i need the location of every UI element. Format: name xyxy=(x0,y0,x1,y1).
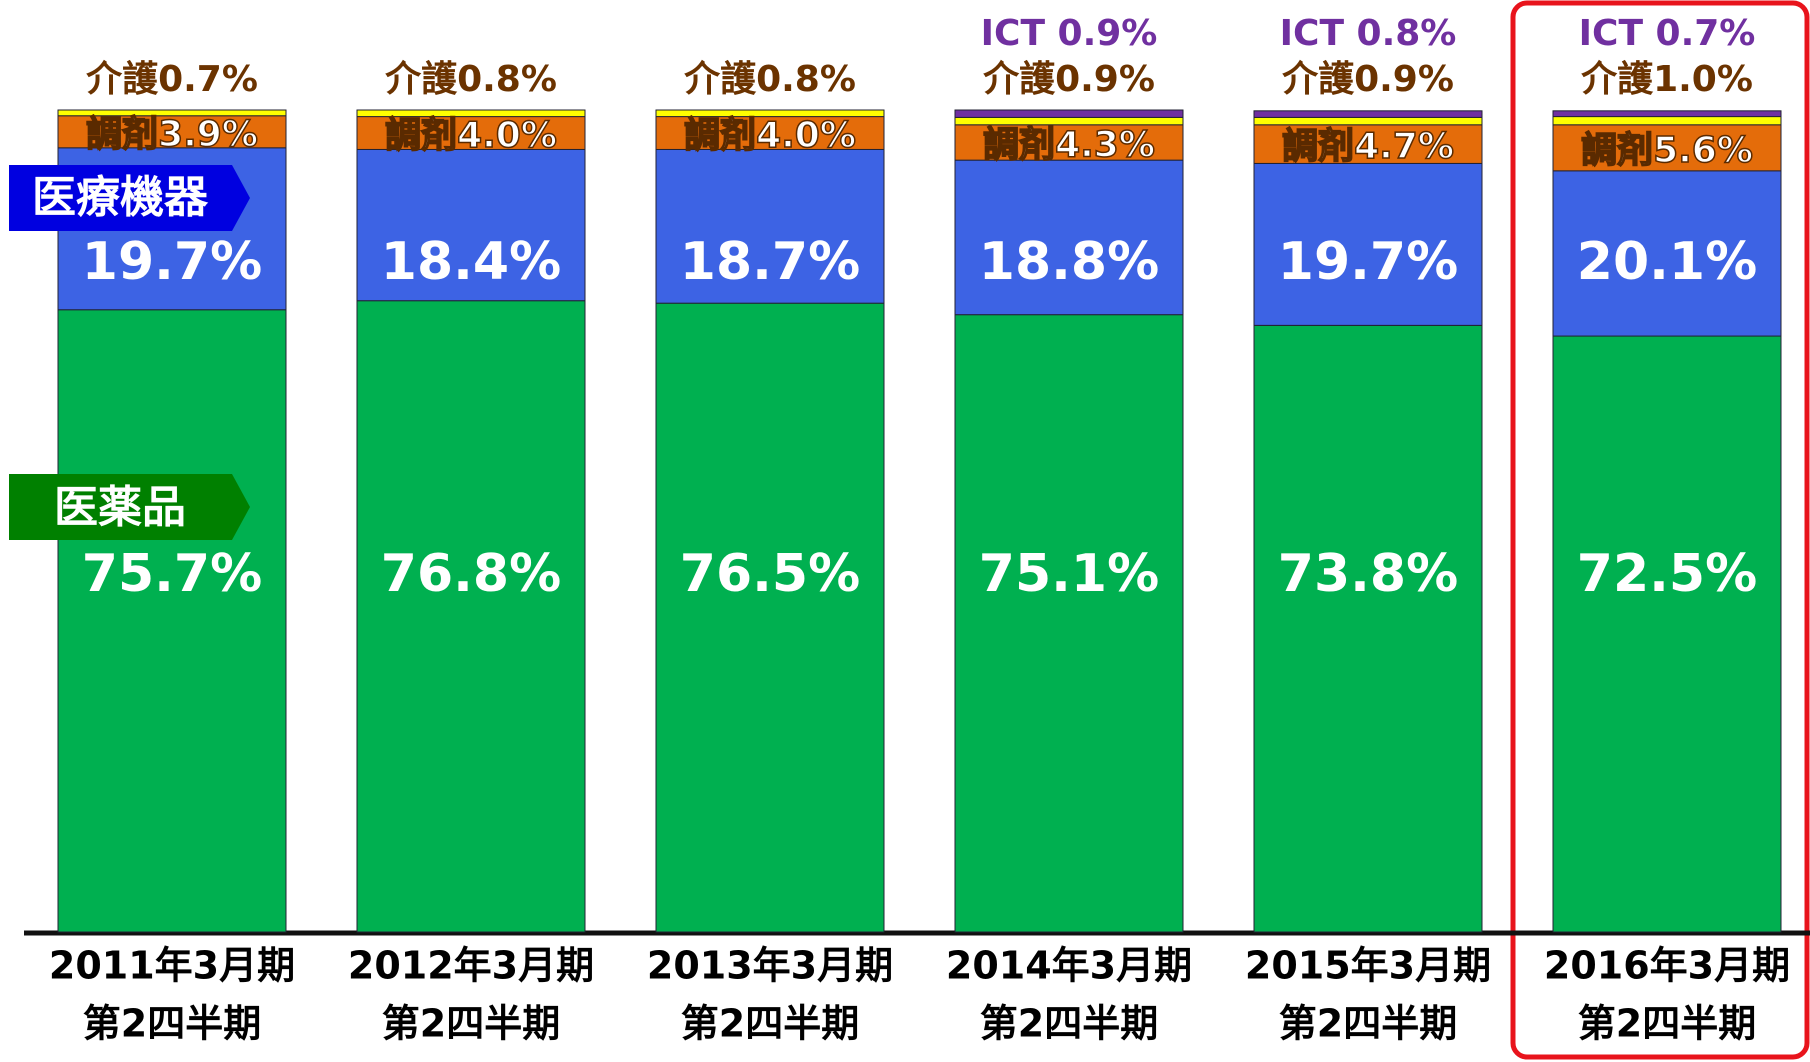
bar-segment xyxy=(954,159,1184,316)
legend-label: 医薬品 xyxy=(54,482,186,533)
data-label: 75.1% xyxy=(979,544,1159,604)
x-tick-label: 第2四半期 xyxy=(1279,1002,1457,1046)
x-tick-label: 2011年3月期 xyxy=(49,944,295,988)
bar-segment xyxy=(1552,116,1782,126)
x-tick-label: 2013年3月期 xyxy=(647,944,893,988)
bar-segment xyxy=(954,124,1184,161)
data-label: 18.8% xyxy=(979,232,1159,292)
bar-segment xyxy=(1253,116,1483,126)
x-tick-label: 2014年3月期 xyxy=(946,944,1192,988)
bar-segment xyxy=(356,300,586,933)
data-label: ICT 0.7% xyxy=(1579,13,1756,54)
legend-arrow xyxy=(9,474,250,540)
data-label: 76.5% xyxy=(680,544,860,604)
data-label: 調剤3.9% xyxy=(86,114,258,155)
bar-segment xyxy=(954,314,1184,933)
data-label: 18.7% xyxy=(680,232,860,292)
bar-segment xyxy=(1253,110,1483,118)
bar-segment xyxy=(1552,170,1782,337)
bar-segment xyxy=(57,309,287,933)
data-label: 介護0.8% xyxy=(385,59,557,100)
bar-segment xyxy=(655,109,885,118)
data-label: 調剤4.7% xyxy=(1282,126,1454,167)
data-label: 調剤4.0% xyxy=(684,115,856,156)
data-label: ICT 0.8% xyxy=(1280,13,1457,54)
data-label: 19.7% xyxy=(82,232,262,292)
bar-segment xyxy=(356,109,586,118)
x-tick-label: 第2四半期 xyxy=(980,1002,1158,1046)
bar-segment xyxy=(1253,124,1483,164)
data-label: 19.7% xyxy=(1278,232,1458,292)
bar-segment xyxy=(1552,110,1782,118)
data-label: 調剤5.6% xyxy=(1581,130,1753,171)
data-label: ICT 0.9% xyxy=(981,13,1158,54)
bar-segment xyxy=(356,116,586,150)
bars xyxy=(57,109,1782,933)
bar-segment xyxy=(57,115,287,149)
x-tick-label: 第2四半期 xyxy=(83,1002,261,1046)
data-label: 介護0.9% xyxy=(983,59,1155,100)
data-label: 介護0.9% xyxy=(1282,59,1454,100)
data-label: 介護0.8% xyxy=(684,59,856,100)
x-tick-label: 第2四半期 xyxy=(681,1002,859,1046)
x-tick-label: 第2四半期 xyxy=(382,1002,560,1046)
bar-segment xyxy=(1253,324,1483,933)
bar-segment xyxy=(356,148,586,302)
bar-segment xyxy=(1552,335,1782,933)
x-tick-label: 第2四半期 xyxy=(1578,1002,1756,1046)
bar-segment xyxy=(57,109,287,117)
bar-segment xyxy=(1253,162,1483,326)
data-label: 18.4% xyxy=(381,232,561,292)
bar-segment xyxy=(655,148,885,304)
legend-label: 医療機器 xyxy=(32,172,209,223)
bar-segment xyxy=(954,109,1184,118)
bar-segment xyxy=(1552,124,1782,172)
data-label: 介護1.0% xyxy=(1581,59,1753,100)
data-label: 73.8% xyxy=(1278,544,1458,604)
x-tick-label: 2015年3月期 xyxy=(1245,944,1491,988)
data-label: 75.7% xyxy=(82,544,262,604)
x-tick-label: 2012年3月期 xyxy=(348,944,594,988)
bar-segment xyxy=(655,302,885,933)
data-label: 72.5% xyxy=(1577,544,1757,604)
data-label: 76.8% xyxy=(381,544,561,604)
data-label: 20.1% xyxy=(1577,232,1757,292)
highlight-box xyxy=(1510,0,1810,1060)
data-label: 調剤4.0% xyxy=(385,115,557,156)
legend-arrow xyxy=(9,165,250,231)
bar-segment xyxy=(655,116,885,150)
data-label: 介護0.7% xyxy=(86,59,258,100)
data-label: 調剤4.3% xyxy=(983,124,1155,165)
x-tick-label: 2016年3月期 xyxy=(1544,944,1790,988)
